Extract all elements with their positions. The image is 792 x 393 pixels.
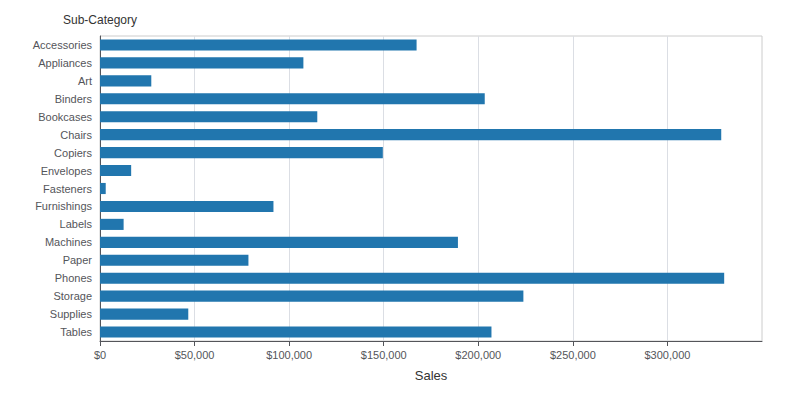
svg-text:Chairs: Chairs xyxy=(60,129,92,141)
svg-text:$200,000: $200,000 xyxy=(455,349,501,361)
svg-text:Storage: Storage xyxy=(53,290,92,302)
svg-text:$0: $0 xyxy=(94,349,106,361)
svg-text:Bookcases: Bookcases xyxy=(38,111,92,123)
svg-text:Supplies: Supplies xyxy=(50,308,93,320)
svg-text:Accessories: Accessories xyxy=(33,39,93,51)
svg-text:Labels: Labels xyxy=(60,218,93,230)
svg-text:$300,000: $300,000 xyxy=(644,349,690,361)
svg-text:Art: Art xyxy=(78,75,92,87)
svg-text:$250,000: $250,000 xyxy=(550,349,596,361)
svg-text:Paper: Paper xyxy=(63,254,93,266)
svg-text:Tables: Tables xyxy=(60,326,92,338)
svg-text:Fasteners: Fasteners xyxy=(43,183,92,195)
svg-text:$150,000: $150,000 xyxy=(361,349,407,361)
svg-text:$100,000: $100,000 xyxy=(266,349,312,361)
svg-text:Envelopes: Envelopes xyxy=(41,165,93,177)
svg-text:Sales: Sales xyxy=(415,368,448,383)
svg-text:Sub-Category: Sub-Category xyxy=(63,13,137,27)
svg-text:Furnishings: Furnishings xyxy=(35,200,92,212)
svg-text:$50,000: $50,000 xyxy=(175,349,215,361)
svg-text:Appliances: Appliances xyxy=(38,57,92,69)
svg-text:Binders: Binders xyxy=(55,93,93,105)
svg-text:Phones: Phones xyxy=(55,272,93,284)
svg-text:Copiers: Copiers xyxy=(54,147,92,159)
svg-text:Machines: Machines xyxy=(45,236,93,248)
